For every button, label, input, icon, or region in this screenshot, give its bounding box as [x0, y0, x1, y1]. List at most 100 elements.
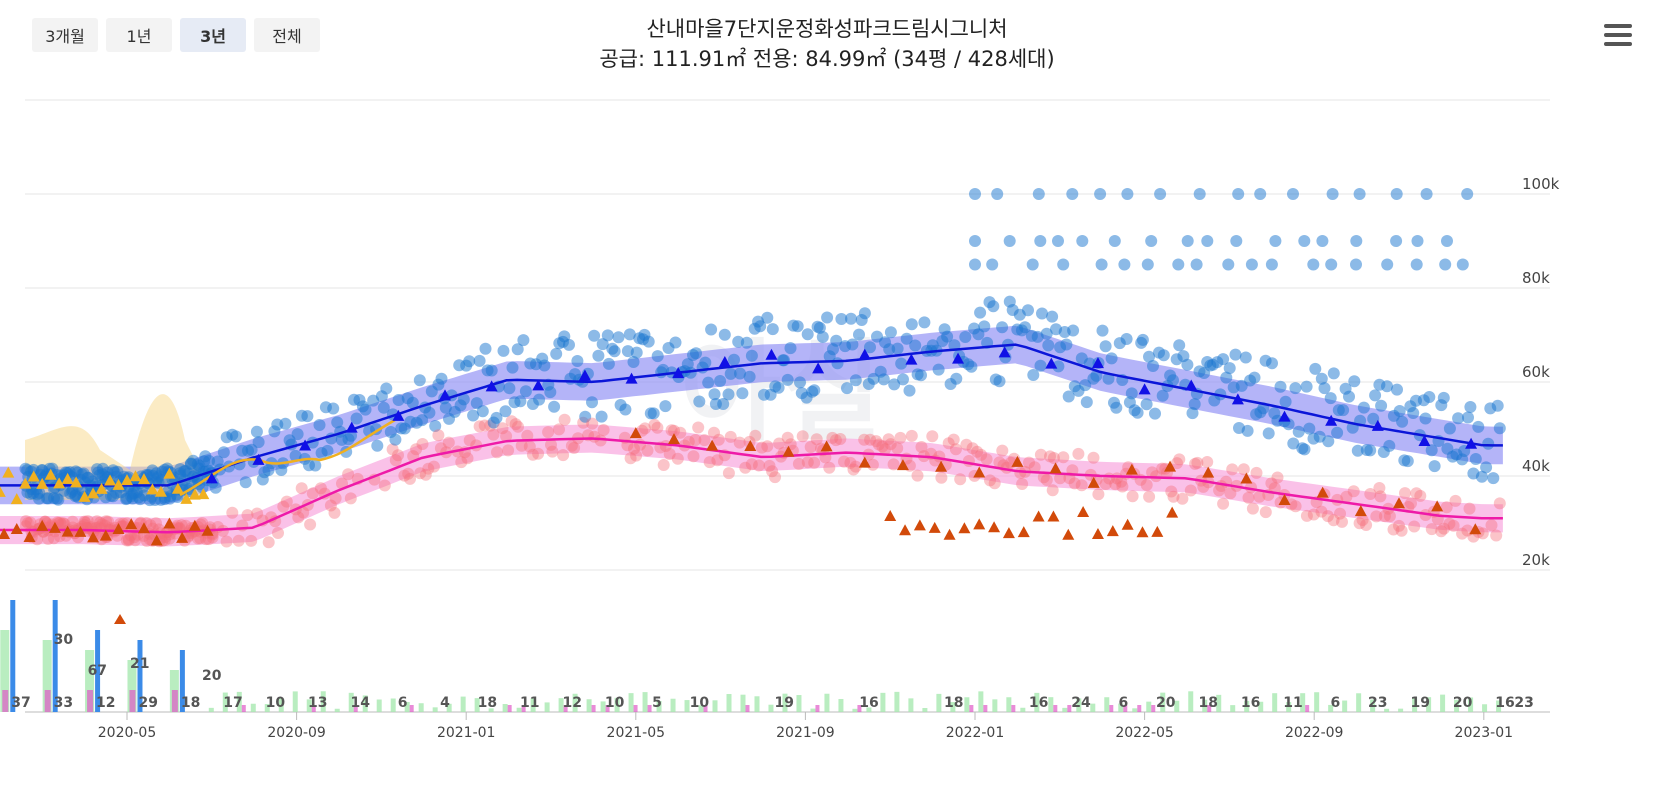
triangle-marker [935, 460, 948, 472]
volume-bar-green [222, 692, 228, 712]
transaction-dot [792, 457, 805, 470]
volume-bar-pink [1011, 705, 1016, 712]
transaction-dot [954, 473, 967, 486]
range-3m-button[interactable]: 3개월 [32, 18, 98, 52]
transaction-dot [1360, 519, 1373, 531]
transaction-dot [277, 500, 290, 513]
transaction-dot [487, 428, 500, 441]
volume-bar-blue [179, 650, 185, 712]
transaction-dot [1052, 360, 1065, 373]
triangle-marker [896, 459, 909, 471]
volume-bar-green [1048, 697, 1054, 712]
x-tick-label: 2021-05 [607, 725, 666, 741]
transaction-dot [980, 453, 993, 466]
volume-bar-pink [311, 705, 316, 712]
jeonse-trend-line [0, 437, 1503, 534]
volume-bar-pink [1067, 705, 1072, 712]
transaction-dot [754, 320, 767, 333]
volume-label: 18 [944, 695, 963, 711]
volume-bar-green [950, 702, 956, 712]
triangle-marker [718, 355, 731, 367]
transaction-dot [1031, 330, 1044, 343]
triangle-marker [820, 440, 833, 452]
range-all-button[interactable]: 전체 [254, 18, 320, 52]
transaction-dot [1037, 471, 1050, 484]
transaction-dot [1395, 524, 1408, 537]
range-1y-button[interactable]: 1년 [106, 18, 172, 52]
transaction-dot [1343, 390, 1355, 403]
x-tick-label: 2022-05 [1115, 725, 1174, 741]
range-3y-button[interactable]: 3년 [180, 18, 246, 52]
volume-bar-pink [2, 690, 9, 712]
transaction-dot [1425, 444, 1438, 457]
transaction-dot [665, 424, 678, 437]
transaction-dot [909, 339, 922, 352]
triangle-marker [95, 482, 108, 494]
transaction-dot [960, 438, 973, 451]
transaction-dot [993, 375, 1006, 388]
transaction-dot [592, 349, 605, 362]
triangle-marker [1032, 510, 1045, 522]
volume-bar-green [1496, 700, 1502, 712]
transaction-dot [85, 522, 98, 535]
volume-label: 19 [1410, 695, 1429, 711]
volume-bar-green [978, 691, 984, 712]
volume-bar-green [768, 704, 774, 712]
triangle-marker [1371, 419, 1384, 431]
transaction-dot [1165, 485, 1178, 498]
transaction-dot [579, 410, 592, 423]
transaction-dot [467, 409, 480, 422]
transaction-dot [159, 531, 172, 543]
triangle-marker [10, 522, 23, 534]
transaction-dot [993, 456, 1006, 469]
transaction-dot [736, 387, 749, 400]
transaction-dot [897, 373, 909, 386]
volume-bar-pink [1123, 705, 1128, 712]
transaction-dot [496, 422, 509, 435]
transaction-dot [392, 449, 404, 462]
triangle-marker [345, 421, 358, 433]
triangle-marker [1354, 505, 1367, 517]
transaction-dot [342, 468, 355, 481]
transaction-dot [1245, 258, 1258, 271]
triangle-marker [1151, 525, 1164, 537]
transaction-dot [1034, 235, 1047, 247]
triangle-marker [765, 348, 778, 360]
volume-label: 12 [96, 695, 115, 711]
volume-bar-green [1412, 697, 1418, 712]
y-axis-ticks: 20k 40k 60k 80k 100k [1522, 175, 1560, 569]
transaction-dot [1456, 258, 1469, 271]
transaction-dot [996, 444, 1009, 457]
transaction-dot [1197, 480, 1210, 493]
transaction-dot [96, 518, 109, 531]
transaction-dot [781, 431, 794, 444]
volume-bar-pink [1305, 705, 1310, 712]
volume-label: 16 [1029, 695, 1048, 711]
volume-bar-green [516, 707, 522, 712]
transaction-dot [100, 515, 113, 528]
triangle-marker [23, 531, 36, 543]
transaction-dot [1110, 401, 1123, 414]
volume-label-top: 20 [202, 668, 222, 684]
volume-bar-green [502, 704, 508, 712]
transaction-dot [986, 258, 999, 271]
transaction-dot [1034, 448, 1047, 461]
transaction-dot [309, 459, 322, 472]
triangle-marker [973, 466, 986, 478]
transaction-dot [1452, 412, 1465, 425]
transaction-dot [191, 532, 204, 545]
transaction-dot [1348, 375, 1361, 388]
transaction-dot [1437, 391, 1450, 404]
transaction-dot [1334, 507, 1346, 520]
transaction-dot [1327, 514, 1340, 527]
volume-bar-green [362, 695, 368, 712]
transaction-dot [1441, 235, 1453, 247]
triangle-marker [625, 372, 638, 384]
transaction-dot [630, 346, 643, 359]
volume-bar-green [127, 660, 137, 712]
volume-bar-green [376, 699, 382, 712]
hamburger-menu-icon[interactable] [1604, 24, 1632, 48]
volume-bar-green [1370, 699, 1376, 712]
transaction-dot [1003, 235, 1016, 247]
x-tick-label: 2022-09 [1285, 725, 1344, 741]
